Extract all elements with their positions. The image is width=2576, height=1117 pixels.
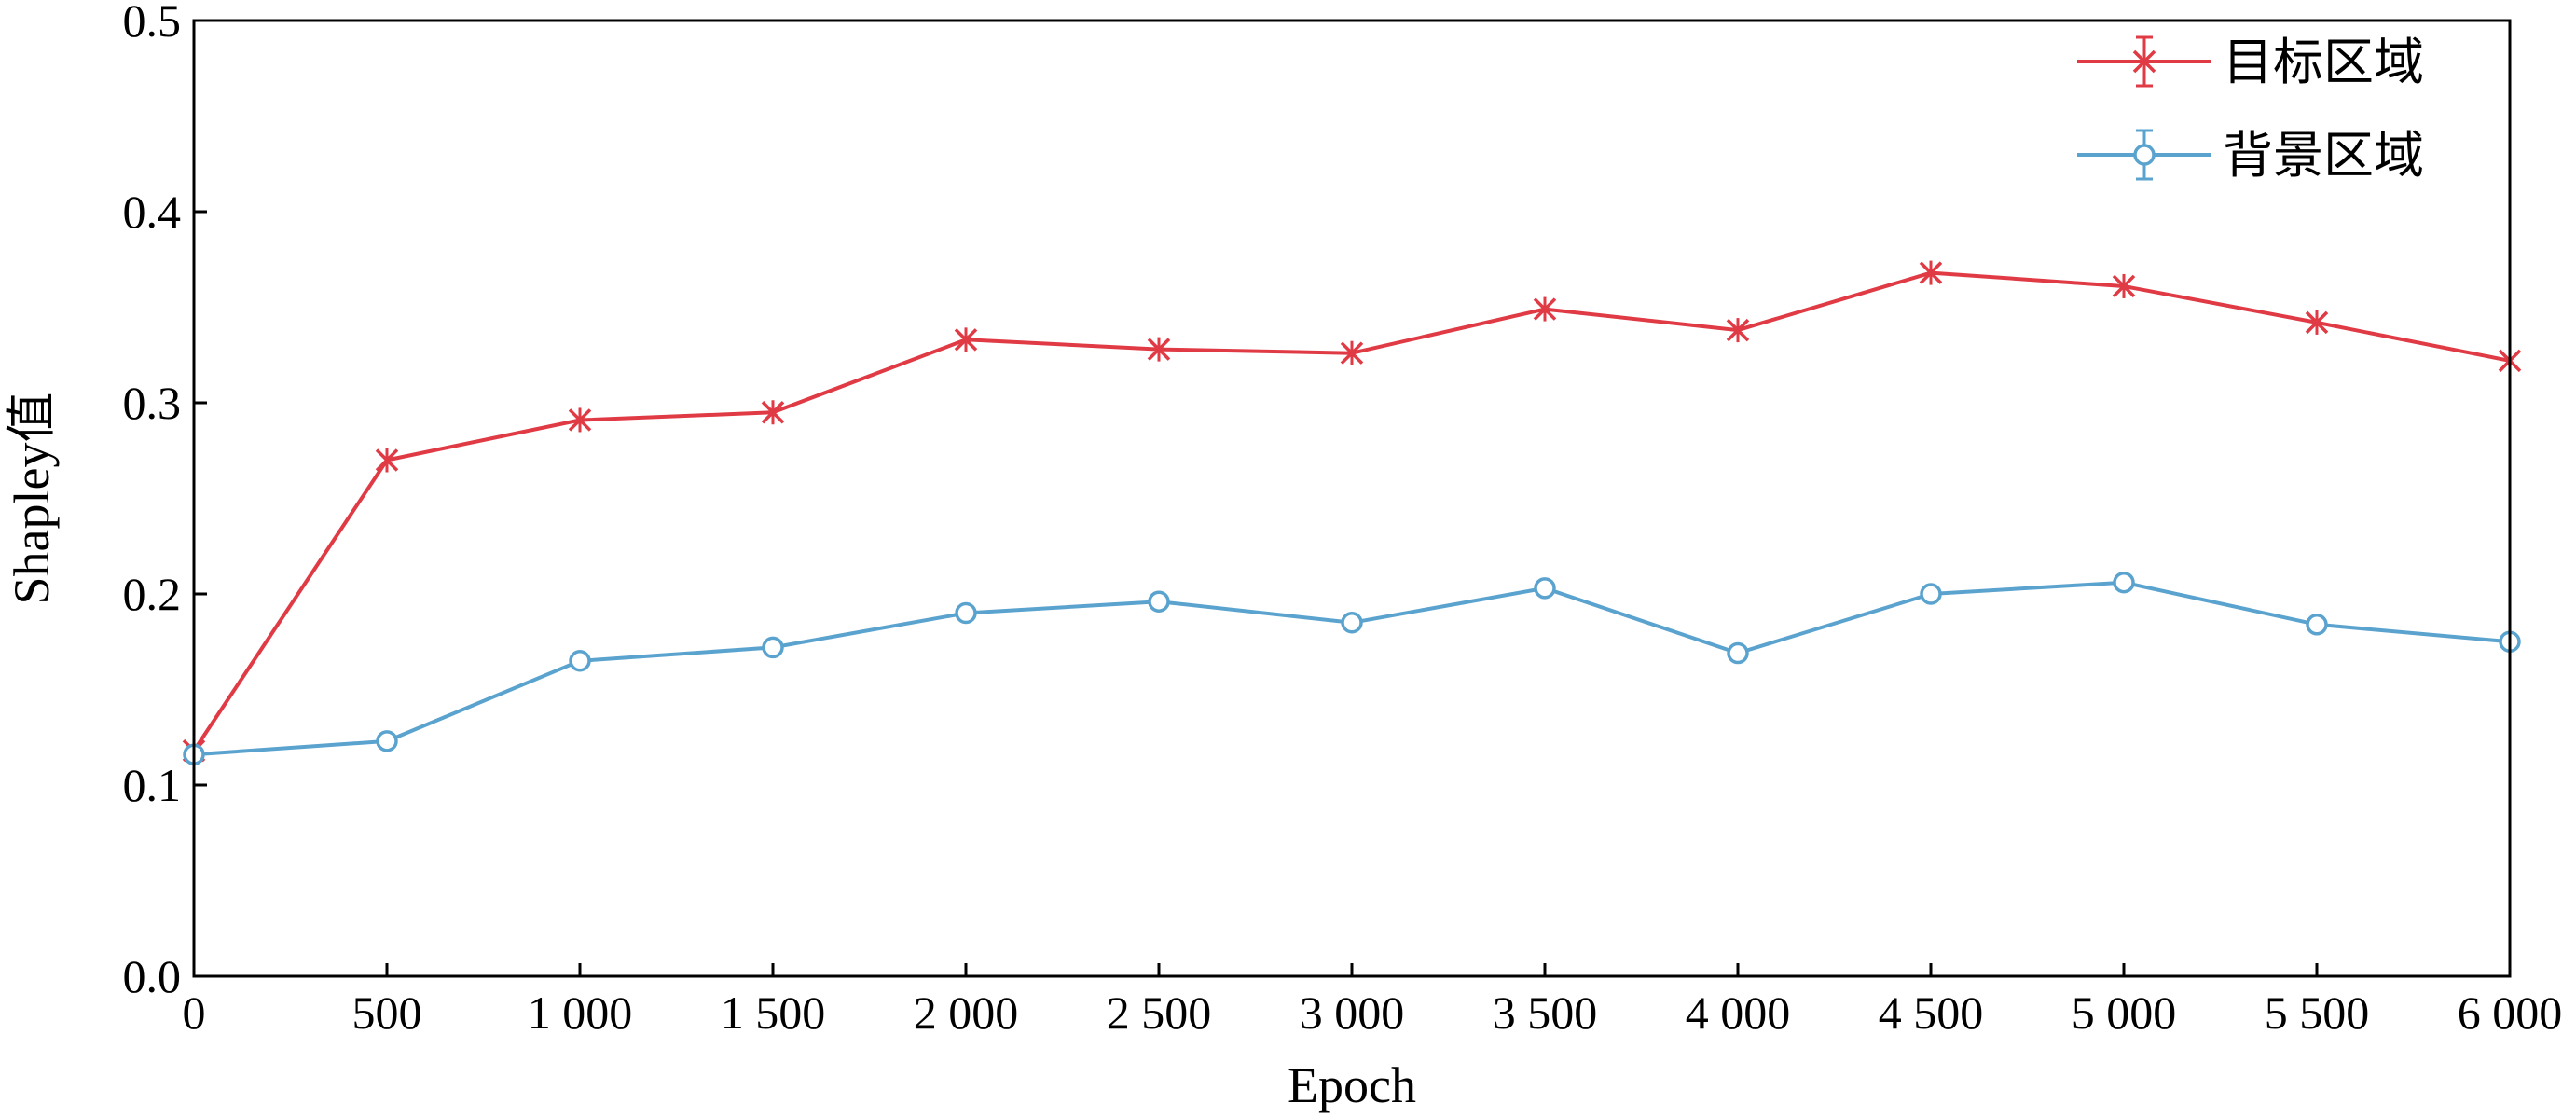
x-tick-label: 5 500 [2265,986,2370,1039]
x-tick-label: 2 000 [914,986,1019,1039]
x-tick-label: 6 000 [2458,986,2563,1039]
data-point [2113,571,2135,594]
data-point [2112,273,2136,298]
data-point [568,407,592,433]
x-tick-label: 4 500 [1879,986,1984,1039]
legend-item-2: 背景区域 [2077,126,2424,185]
legend-label: 目标区域 [2223,33,2424,91]
x-tick-label: 1 000 [528,986,633,1039]
data-point [761,400,785,425]
data-point [569,650,591,672]
data-point [1148,590,1170,613]
x-tick-label: 500 [352,986,422,1039]
x-tick-label: 1 500 [721,986,826,1039]
axes-frame [192,19,2512,978]
x-tick-label: 0 [183,986,206,1039]
data-point [954,327,978,352]
x-tick-label: 4 000 [1686,986,1791,1039]
data-point [1919,260,1943,285]
data-point [1340,340,1364,365]
y-axis-title: Shapley值 [4,393,60,605]
x-tick-label: 3 000 [1300,986,1405,1039]
x-tick-label: 3 500 [1493,986,1598,1039]
data-point [1533,296,1557,322]
data-point [2306,614,2328,636]
y-tick-label: 0.3 [123,377,182,429]
legend-marker [2132,49,2156,74]
data-point [1727,641,1749,665]
axes: 0 500 1 000 1 500 2 000 2 500 3 000 3 500 4 000 4… [123,0,2563,1039]
data-point [1534,577,1556,600]
data-point [1147,337,1171,362]
y-tick-label: 0.0 [123,950,182,1002]
x-tick-label: 5 000 [2072,986,2177,1039]
data-point [762,636,784,659]
x-tick-label: 2 500 [1107,986,1212,1039]
y-tick-label: 0.2 [123,568,182,620]
data-point [375,448,399,473]
legend-item-1: 目标区域 [2077,33,2424,91]
plot-area [182,260,2522,765]
data-point [1726,318,1750,343]
y-tick-label: 0.5 [123,0,182,47]
series-2 [183,571,2521,765]
data-point [1920,583,1942,605]
data-point [955,601,977,625]
data-point [2305,310,2329,335]
legend-label: 背景区域 [2223,126,2424,185]
legend-marker [2133,144,2156,166]
x-axis-title: Epoch [1288,1057,1416,1113]
y-tick-label: 0.1 [123,759,182,811]
y-tick-label: 0.4 [123,186,182,238]
data-point [376,730,398,752]
data-point [1341,612,1363,634]
series-1 [182,260,2522,764]
series-line [193,580,2511,757]
